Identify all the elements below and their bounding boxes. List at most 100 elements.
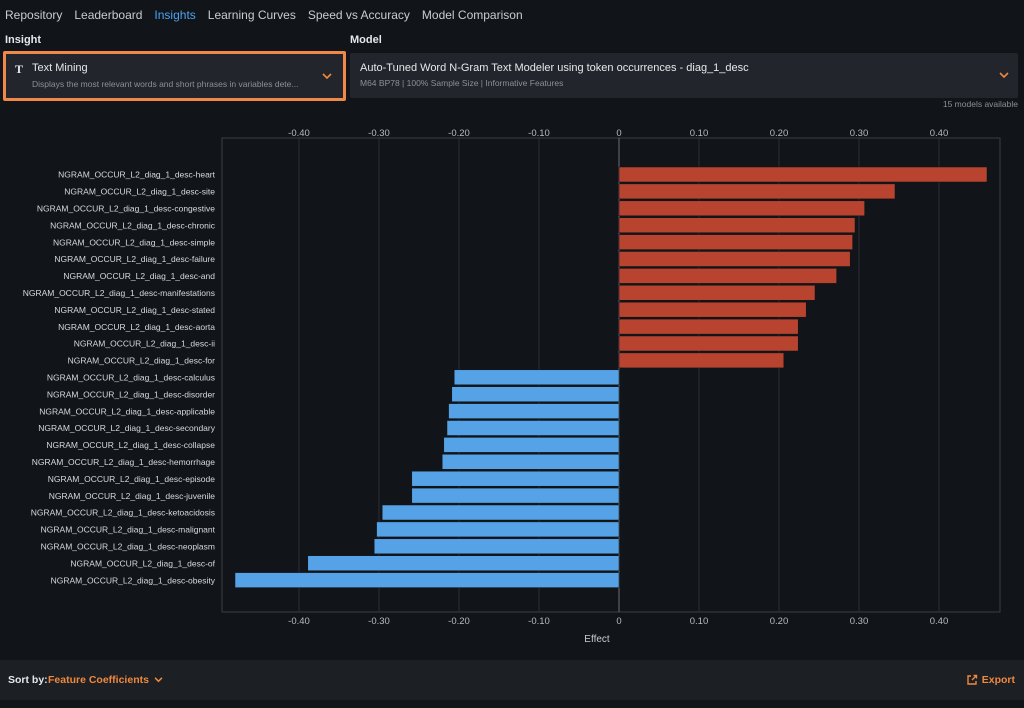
nav-model-comparison[interactable]: Model Comparison xyxy=(421,8,523,22)
tick-label-top: 0.30 xyxy=(850,128,869,139)
category-label: NGRAM_OCCUR_L2_diag_1_desc-episode xyxy=(48,474,216,484)
category-label: NGRAM_OCCUR_L2_diag_1_desc-obesity xyxy=(51,575,216,585)
category-label: NGRAM_OCCUR_L2_diag_1_desc-neoplasm xyxy=(41,542,215,552)
tick-label-bottom: -0.40 xyxy=(288,616,310,627)
bar-layer xyxy=(234,166,988,588)
tick-label-bottom: -0.10 xyxy=(528,616,550,627)
category-label: NGRAM_OCCUR_L2_diag_1_desc-of xyxy=(70,558,215,568)
bar xyxy=(618,301,807,318)
category-label: NGRAM_OCCUR_L2_diag_1_desc-juvenile xyxy=(49,491,216,501)
models-available: 15 models available xyxy=(942,99,1018,109)
category-label: NGRAM_OCCUR_L2_diag_1_desc-for xyxy=(68,356,216,366)
category-label: NGRAM_OCCUR_L2_diag_1_desc-heart xyxy=(58,170,215,180)
plot-frame xyxy=(221,137,1001,613)
bar xyxy=(618,234,853,250)
model-label: Model xyxy=(350,34,382,46)
category-label: NGRAM_OCCUR_L2_diag_1_desc-chronic xyxy=(50,220,216,230)
bar xyxy=(618,166,988,183)
bar xyxy=(618,268,837,284)
bar xyxy=(381,504,620,521)
category-label: NGRAM_OCCUR_L2_diag_1_desc-aorta xyxy=(58,322,215,332)
category-label: NGRAM_OCCUR_L2_diag_1_desc-applicable xyxy=(39,406,215,416)
tick-label-bottom: 0.40 xyxy=(930,616,949,627)
bar xyxy=(618,335,799,352)
bar xyxy=(376,521,620,538)
tick-label-bottom: 0.20 xyxy=(770,616,789,627)
chevron-down-icon xyxy=(154,677,163,683)
tick-label-bottom: -0.20 xyxy=(448,616,470,627)
bar xyxy=(618,318,799,335)
bar xyxy=(234,572,620,588)
chevron-down-icon xyxy=(322,73,332,80)
model-selector[interactable]: Auto-Tuned Word N-Gram Text Modeler usin… xyxy=(350,53,1018,98)
bar xyxy=(618,352,785,369)
category-label: NGRAM_OCCUR_L2_diag_1_desc-malignant xyxy=(41,525,216,535)
category-label: NGRAM_OCCUR_L2_diag_1_desc-ketoacidosis xyxy=(31,508,215,518)
export-button[interactable]: Export xyxy=(966,674,1015,686)
tick-label-top: -0.20 xyxy=(448,128,470,139)
bar xyxy=(448,403,620,419)
category-label: NGRAM_OCCUR_L2_diag_1_desc-manifestation… xyxy=(23,288,215,298)
category-label: NGRAM_OCCUR_L2_diag_1_desc-secondary xyxy=(38,423,215,433)
bar xyxy=(618,217,856,233)
bar xyxy=(411,487,620,504)
bar xyxy=(451,386,620,402)
bar xyxy=(373,538,620,555)
top-nav: Repository Leaderboard Insights Learning… xyxy=(0,0,535,30)
tick-label-top: 0.20 xyxy=(770,128,789,139)
nav-repository[interactable]: Repository xyxy=(5,8,63,22)
bar xyxy=(443,437,620,453)
tick-label-top: -0.30 xyxy=(368,128,390,139)
bar xyxy=(411,470,620,487)
category-label: NGRAM_OCCUR_L2_diag_1_desc-disorder xyxy=(47,389,215,399)
category-label: NGRAM_OCCUR_L2_diag_1_desc-congestive xyxy=(37,204,215,214)
tick-labels: -0.40 -0.40 -0.30 -0.30 -0.20 -0.20 -0.10 -0.10… xyxy=(288,128,948,627)
tick-label-bottom: 0.30 xyxy=(850,616,869,627)
category-label: NGRAM_OCCUR_L2_diag_1_desc-ii xyxy=(74,339,215,349)
sort-value: Feature Coefficients xyxy=(48,674,149,686)
category-label: NGRAM_OCCUR_L2_diag_1_desc-collapse xyxy=(46,440,215,450)
tick-label-bottom: -0.30 xyxy=(368,616,390,627)
text-T-icon: T xyxy=(15,62,24,76)
export-label: Export xyxy=(981,674,1015,686)
insight-description: Displays the most relevant words and sho… xyxy=(32,79,299,89)
tick-label-top: 0.10 xyxy=(690,128,709,139)
tick-label-top: -0.10 xyxy=(528,128,550,139)
category-label: NGRAM_OCCUR_L2_diag_1_desc-simple xyxy=(53,237,215,247)
tick-label-top: 0.40 xyxy=(930,128,949,139)
tick-label-bottom: 0 xyxy=(616,616,621,627)
sort-label: Sort by: xyxy=(8,674,48,686)
insight-title: Text Mining xyxy=(32,62,88,74)
export-icon xyxy=(967,674,977,685)
bar xyxy=(453,369,620,386)
bar xyxy=(307,555,620,571)
category-labels: NGRAM_OCCUR_L2_diag_1_desc-heart NGRAM_OC… xyxy=(23,170,216,586)
nav-learning-curves[interactable]: Learning Curves xyxy=(207,8,296,22)
nav-insights[interactable]: Insights xyxy=(154,8,196,22)
sort-dropdown[interactable]: Feature Coefficients xyxy=(48,674,163,686)
insight-selector[interactable]: T Text Mining Displays the most relevant… xyxy=(3,51,346,101)
bottom-bar: Sort by: Feature Coefficients Export xyxy=(0,660,1024,700)
bar xyxy=(618,285,816,301)
category-label: NGRAM_OCCUR_L2_diag_1_desc-hemorrhage xyxy=(32,457,216,467)
x-axis-label: Effect xyxy=(584,634,610,645)
nav-speed-vs-accuracy[interactable]: Speed vs Accuracy xyxy=(307,8,410,22)
tick-label-bottom: 0.10 xyxy=(690,616,709,627)
bar xyxy=(441,454,620,470)
tick-label-top: -0.40 xyxy=(288,128,310,139)
nav-leaderboard[interactable]: Leaderboard xyxy=(74,8,143,22)
bar xyxy=(446,420,620,436)
model-title: Auto-Tuned Word N-Gram Text Modeler usin… xyxy=(360,62,749,74)
category-label: NGRAM_OCCUR_L2_diag_1_desc-failure xyxy=(54,254,215,264)
category-label: NGRAM_OCCUR_L2_diag_1_desc-site xyxy=(64,187,215,197)
chevron-down-icon xyxy=(999,72,1009,79)
tick-label-top: 0 xyxy=(616,128,621,139)
bar xyxy=(618,200,865,217)
bar xyxy=(618,183,896,200)
insight-label: Insight xyxy=(5,34,42,46)
bar xyxy=(618,251,851,267)
category-label: NGRAM_OCCUR_L2_diag_1_desc-and xyxy=(63,271,215,281)
category-label: NGRAM_OCCUR_L2_diag_1_desc-stated xyxy=(54,305,215,315)
feature-effect-chart: NGRAM_OCCUR_L2_diag_1_desc-heart NGRAM_OC… xyxy=(23,128,1001,645)
